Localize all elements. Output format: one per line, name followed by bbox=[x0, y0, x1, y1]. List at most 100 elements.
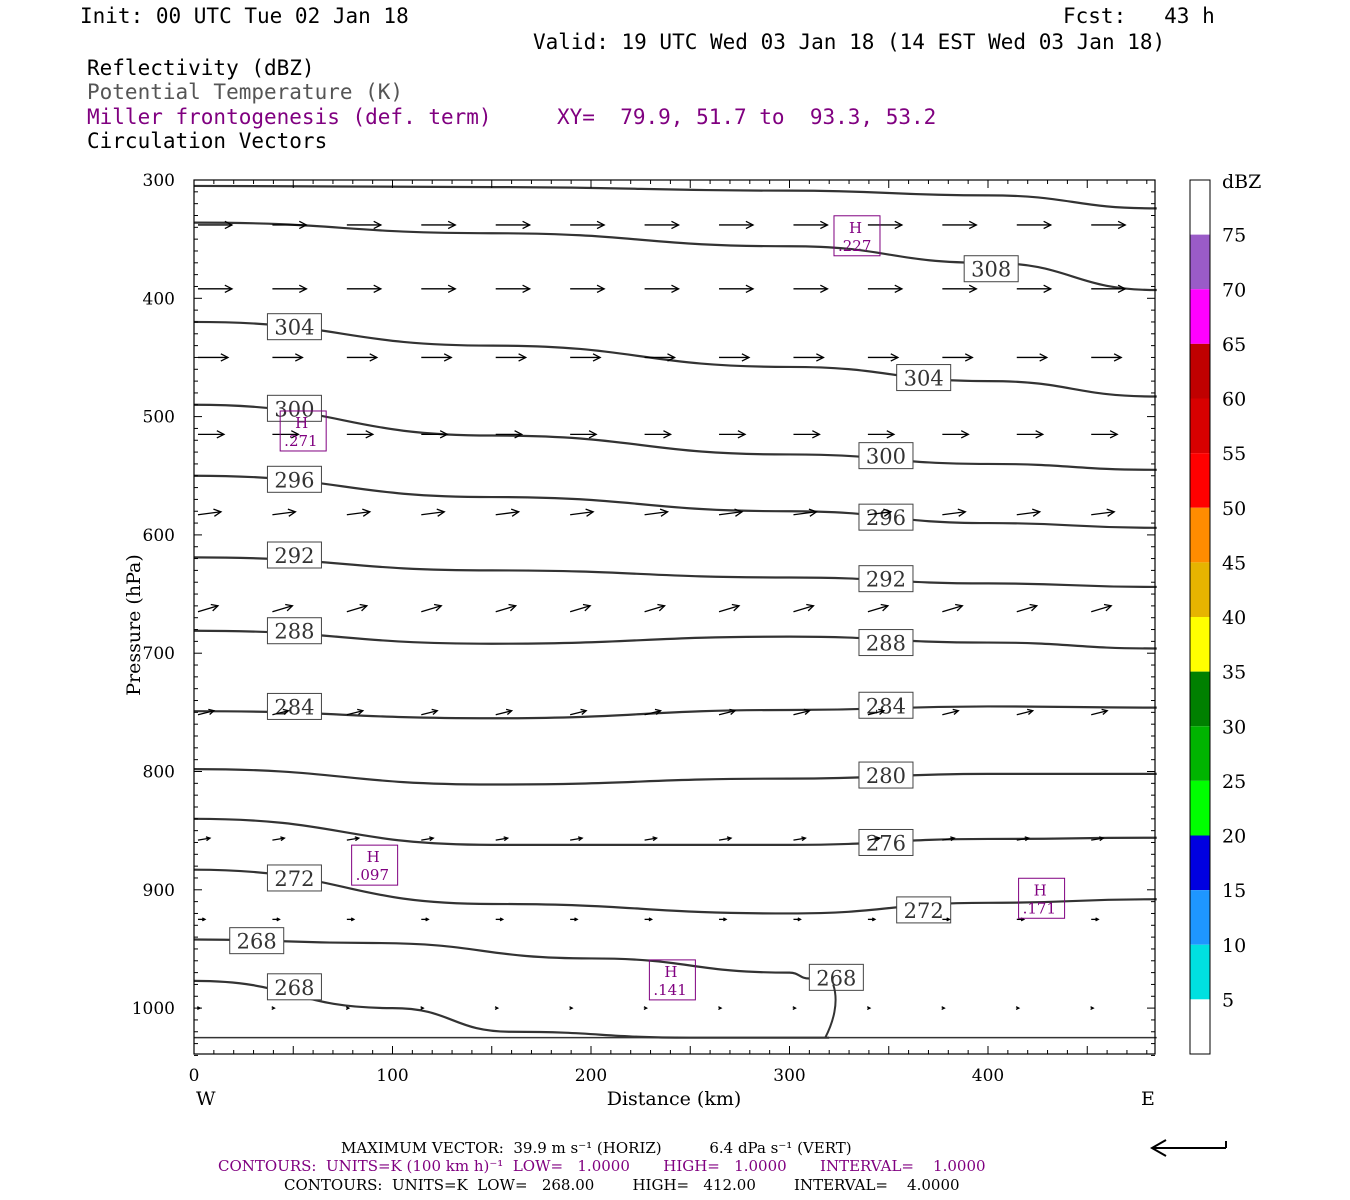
colorbar-segment bbox=[1190, 562, 1210, 617]
circulation-vector bbox=[643, 1006, 649, 1011]
y-tick-label: 400 bbox=[143, 289, 175, 309]
y-tick-label: 600 bbox=[143, 526, 175, 546]
contour-label-box bbox=[896, 896, 952, 924]
circulation-vector bbox=[421, 220, 457, 230]
contour-label: 284 bbox=[866, 694, 906, 718]
circulation-vector bbox=[346, 917, 356, 922]
frontogenesis-max: H.141 bbox=[648, 959, 696, 1001]
circulation-vector bbox=[421, 708, 439, 716]
circulation-vector bbox=[793, 353, 825, 362]
circulation-vectors bbox=[197, 220, 1127, 1011]
contour-label-box bbox=[229, 927, 285, 955]
circulation-vector bbox=[793, 603, 815, 613]
contour-label: 292 bbox=[866, 568, 906, 592]
colorbar-segment bbox=[1190, 780, 1210, 836]
reference-vector bbox=[1149, 1139, 1227, 1157]
colorbar-label: 50 bbox=[1222, 498, 1246, 520]
circulation-vector bbox=[494, 1006, 500, 1011]
colorbar-segment bbox=[1190, 835, 1210, 891]
circulation-vector bbox=[867, 430, 896, 439]
colorbar-label: 70 bbox=[1222, 279, 1246, 301]
circulation-vector bbox=[1016, 353, 1049, 362]
circulation-vector bbox=[1016, 603, 1039, 613]
colorbar-segment bbox=[1190, 343, 1210, 399]
contour-label: 296 bbox=[274, 468, 314, 492]
circulation-vector bbox=[942, 284, 978, 294]
circulation-vector bbox=[718, 603, 741, 613]
circulation-vector bbox=[644, 708, 662, 716]
contour-label-box bbox=[266, 864, 322, 892]
circulation-vector bbox=[197, 603, 220, 613]
theta-contour-line bbox=[193, 768, 1157, 786]
contour-label: 268 bbox=[274, 976, 314, 1000]
circulation-vector bbox=[272, 220, 308, 230]
circulation-vector bbox=[644, 836, 659, 842]
circulation-vector bbox=[1091, 430, 1119, 439]
circulation-vector bbox=[867, 220, 904, 230]
contour-label-box bbox=[858, 503, 914, 531]
contour-label-box bbox=[266, 973, 322, 1001]
circulation-vector bbox=[719, 353, 751, 362]
circulation-vector bbox=[1016, 708, 1035, 716]
circulation-vector bbox=[793, 508, 818, 517]
contour-label: 268 bbox=[237, 930, 277, 954]
circulation-vector bbox=[793, 836, 807, 842]
max-label: H bbox=[295, 414, 308, 432]
field-potential-temperature: Potential Temperature (K) bbox=[87, 80, 404, 104]
circulation-vector bbox=[941, 1006, 946, 1011]
contour-label-box bbox=[266, 617, 322, 645]
colorbar-segment bbox=[1190, 671, 1210, 727]
circulation-vector bbox=[272, 353, 304, 362]
circulation-vector bbox=[1091, 917, 1100, 922]
circulation-vector bbox=[792, 1006, 797, 1011]
circulation-vector bbox=[1016, 508, 1042, 517]
max-box bbox=[1018, 877, 1066, 919]
circulation-vector bbox=[197, 220, 234, 230]
max-value: .097 bbox=[356, 866, 389, 884]
circulation-vector bbox=[421, 836, 435, 842]
max-vector-info: MAXIMUM VECTOR: 39.9 m s⁻¹ (HORIZ) 6.4 d… bbox=[341, 1139, 852, 1157]
contour-label-box bbox=[266, 313, 322, 341]
max-value: .271 bbox=[284, 432, 317, 450]
theta-contour-line bbox=[193, 221, 1157, 292]
contour-label-box bbox=[858, 565, 914, 593]
circulation-vector bbox=[719, 220, 755, 230]
circulation-vector bbox=[1091, 220, 1127, 230]
colorbar-label: 35 bbox=[1222, 662, 1246, 684]
contour-label-box bbox=[858, 761, 914, 789]
circulation-vector bbox=[197, 284, 234, 294]
x-tick-label: 100 bbox=[376, 1066, 408, 1086]
forecast-hour: Fcst: 43 h bbox=[1063, 4, 1215, 28]
circulation-vector bbox=[942, 220, 978, 230]
circulation-vector bbox=[570, 220, 606, 230]
circulation-vector bbox=[793, 284, 829, 294]
circulation-vector bbox=[421, 353, 453, 362]
valid-time: Valid: 19 UTC Wed 03 Jan 18 (14 EST Wed … bbox=[533, 30, 1166, 54]
y-tick-label: 500 bbox=[143, 408, 175, 428]
colorbar-segment bbox=[1190, 398, 1210, 454]
contour-label-box bbox=[858, 629, 914, 657]
circulation-vector bbox=[1016, 220, 1053, 230]
circulation-vector bbox=[495, 353, 528, 362]
contour-label: 304 bbox=[274, 316, 314, 340]
circulation-vector bbox=[867, 603, 890, 613]
theta-contour-line bbox=[193, 474, 1157, 529]
colorbar-label: 60 bbox=[1222, 389, 1246, 411]
circulation-vector bbox=[197, 708, 216, 716]
circulation-vector bbox=[346, 708, 365, 716]
colorbar-segment bbox=[1190, 944, 1210, 1000]
circulation-vector bbox=[866, 1006, 872, 1011]
colorbar-label: 30 bbox=[1222, 716, 1246, 738]
circulation-vector bbox=[942, 508, 967, 517]
colorbar-label: 5 bbox=[1222, 989, 1234, 1011]
circulation-vector bbox=[421, 430, 449, 439]
circulation-vector bbox=[272, 603, 294, 613]
theta-contour-line bbox=[193, 320, 1157, 398]
x-axis-label: Distance (km) bbox=[607, 1088, 742, 1110]
circulation-vector bbox=[569, 603, 592, 613]
circulation-vector bbox=[793, 430, 821, 439]
circulation-vector bbox=[346, 220, 383, 230]
